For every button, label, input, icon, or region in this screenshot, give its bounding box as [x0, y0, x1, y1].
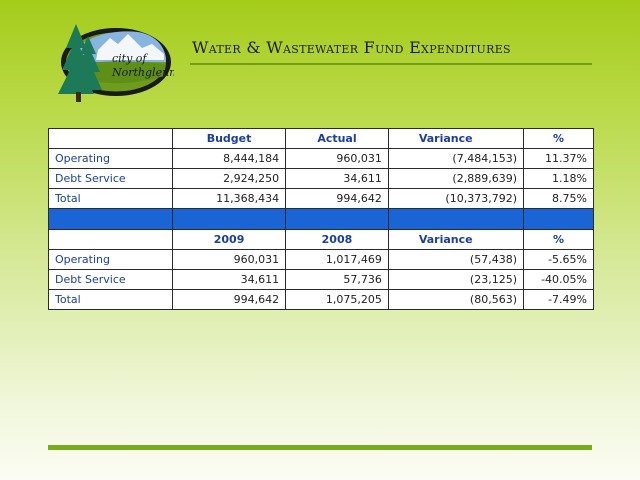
row-label: Operating: [48, 148, 173, 169]
pine-tree-icon: [58, 24, 102, 94]
cell-budget: 8,444,184: [171, 148, 287, 169]
header-cell-2008: 2008: [285, 229, 389, 250]
header-cell-blank: [48, 229, 173, 250]
logo-text-city-of: city of: [112, 52, 148, 65]
header-cell-variance: Variance: [387, 128, 525, 149]
header-cell-2009: 2009: [171, 229, 287, 250]
separator-cell: [48, 208, 173, 230]
cell-variance: (2,889,639): [387, 168, 525, 189]
separator-cell: [171, 208, 287, 230]
table-row: Debt Service 34,611 57,736 (23,125) -40.…: [48, 269, 594, 290]
cell-variance: (10,373,792): [387, 188, 525, 209]
cell-budget: 11,368,434: [171, 188, 287, 209]
table-row: Operating 8,444,184 960,031 (7,484,153) …: [48, 148, 594, 169]
cell-actual: 994,642: [285, 188, 389, 209]
row-label: Total: [48, 289, 173, 310]
title-divider: [190, 63, 592, 65]
cell-percent: -5.65%: [523, 249, 594, 270]
logo-text-northglenn: Northglenn: [111, 66, 174, 79]
separator-cell: [285, 208, 389, 230]
row-label: Operating: [48, 249, 173, 270]
cell-variance: (23,125): [387, 269, 525, 290]
row-label: Debt Service: [48, 269, 173, 290]
cell-budget: 2,924,250: [171, 168, 287, 189]
expenditures-table: Budget Actual Variance % Operating 8,444…: [48, 128, 594, 310]
cell-2009: 960,031: [171, 249, 287, 270]
header-cell-percent: %: [523, 229, 594, 250]
cell-actual: 34,611: [285, 168, 389, 189]
table-header-row: Budget Actual Variance %: [48, 128, 594, 149]
northglenn-logo: city of Northglenn: [58, 24, 174, 102]
cell-percent: 11.37%: [523, 148, 594, 169]
header-cell-actual: Actual: [285, 128, 389, 149]
cell-percent: -7.49%: [523, 289, 594, 310]
header-cell-budget: Budget: [171, 128, 287, 149]
cell-variance: (7,484,153): [387, 148, 525, 169]
cell-percent: -40.05%: [523, 269, 594, 290]
separator-cell: [387, 208, 525, 230]
cell-variance: (57,438): [387, 249, 525, 270]
header-cell-blank: [48, 128, 173, 149]
row-label: Total: [48, 188, 173, 209]
cell-percent: 1.18%: [523, 168, 594, 189]
table-header-row: 2009 2008 Variance %: [48, 229, 594, 250]
footer-divider: [48, 445, 592, 450]
cell-actual: 960,031: [285, 148, 389, 169]
separator-cell: [523, 208, 594, 230]
header-cell-variance: Variance: [387, 229, 525, 250]
cell-2008: 1,017,469: [285, 249, 389, 270]
header-cell-percent: %: [523, 128, 594, 149]
page-title: Water & Wastewater Fund Expenditures: [192, 38, 511, 57]
cell-2009: 34,611: [171, 269, 287, 290]
row-label: Debt Service: [48, 168, 173, 189]
table-row: Debt Service 2,924,250 34,611 (2,889,639…: [48, 168, 594, 189]
table-row: Total 11,368,434 994,642 (10,373,792) 8.…: [48, 188, 594, 209]
cell-variance: (80,563): [387, 289, 525, 310]
cell-2008: 1,075,205: [285, 289, 389, 310]
separator-row: [48, 208, 594, 230]
cell-2008: 57,736: [285, 269, 389, 290]
cell-percent: 8.75%: [523, 188, 594, 209]
table-row: Operating 960,031 1,017,469 (57,438) -5.…: [48, 249, 594, 270]
cell-2009: 994,642: [171, 289, 287, 310]
table-row: Total 994,642 1,075,205 (80,563) -7.49%: [48, 289, 594, 310]
